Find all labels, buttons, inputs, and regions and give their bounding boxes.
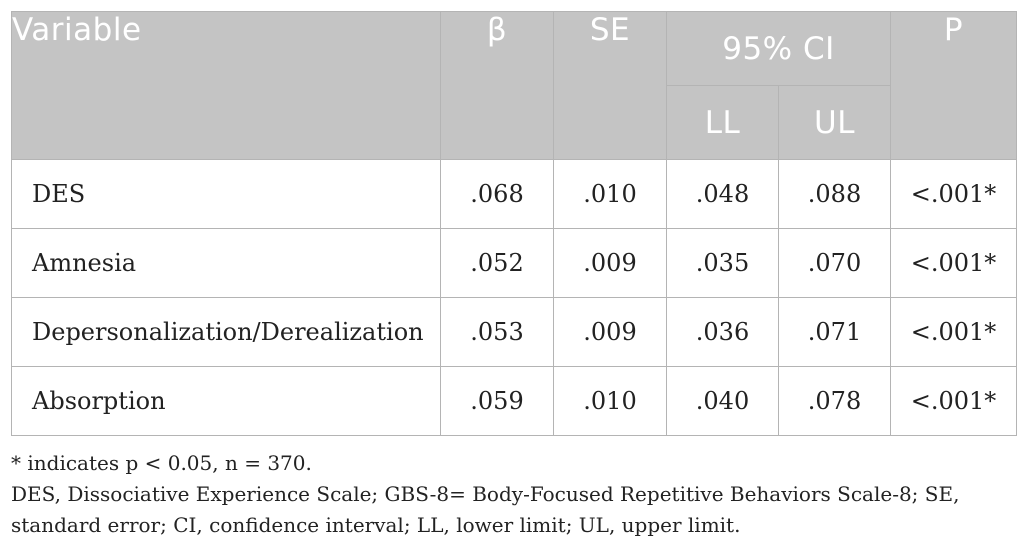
cell-ll: .035 <box>666 228 779 298</box>
table-header: Variable β SE 95% CI P LL UL <box>11 11 1018 160</box>
cell-beta: .052 <box>440 228 554 298</box>
table-row: Absorption .059 .010 .040 .078 <.001* <box>11 366 1018 436</box>
cell-se: .010 <box>553 159 667 229</box>
cell-p: <.001* <box>890 297 1018 367</box>
cell-variable: Depersonalization/Derealization <box>11 297 441 367</box>
header-ll: LL <box>666 85 779 160</box>
table-row: Depersonalization/Derealization .053 .00… <box>11 297 1018 367</box>
cell-beta: .068 <box>440 159 554 229</box>
cell-se: .010 <box>553 366 667 436</box>
header-beta: β <box>440 11 554 160</box>
cell-p: <.001* <box>890 159 1018 229</box>
results-table: Variable β SE 95% CI P LL UL DES .068 .0… <box>11 11 1018 436</box>
footnote-significance: * indicates p < 0.05, n = 370. <box>11 451 312 475</box>
cell-beta: .053 <box>440 297 554 367</box>
cell-ll: .040 <box>666 366 779 436</box>
header-row-top: Variable β SE 95% CI P <box>11 11 1018 160</box>
header-ci: 95% CI <box>665 11 892 86</box>
table-row: Amnesia .052 .009 .035 .070 <.001* <box>11 228 1018 298</box>
header-p: P <box>890 11 1018 160</box>
footnote-abbreviations: DES, Dissociative Experience Scale; GBS-… <box>11 482 960 537</box>
cell-ul: .070 <box>777 228 892 298</box>
cell-p: <.001* <box>890 366 1018 436</box>
cell-variable: Amnesia <box>11 228 441 298</box>
cell-ul: .088 <box>777 159 892 229</box>
cell-p: <.001* <box>890 228 1018 298</box>
header-ul: UL <box>777 85 892 160</box>
cell-ul: .071 <box>777 297 892 367</box>
header-se: SE <box>553 11 667 160</box>
table-row: DES .068 .010 .048 .088 <.001* <box>11 159 1018 229</box>
cell-se: .009 <box>553 228 667 298</box>
header-variable: Variable <box>11 11 441 160</box>
cell-ll: .048 <box>666 159 779 229</box>
cell-se: .009 <box>553 297 667 367</box>
cell-variable: Absorption <box>11 366 441 436</box>
table-body: DES .068 .010 .048 .088 <.001* Amnesia .… <box>11 159 1018 436</box>
table-footnotes: * indicates p < 0.05, n = 370. DES, Diss… <box>11 448 1016 541</box>
cell-ul: .078 <box>777 366 892 436</box>
cell-ll: .036 <box>666 297 779 367</box>
results-table-container: Variable β SE 95% CI P LL UL DES .068 .0… <box>11 11 1018 541</box>
header-row-bottom: LL UL <box>12 85 1017 160</box>
cell-beta: .059 <box>440 366 554 436</box>
cell-variable: DES <box>11 159 441 229</box>
